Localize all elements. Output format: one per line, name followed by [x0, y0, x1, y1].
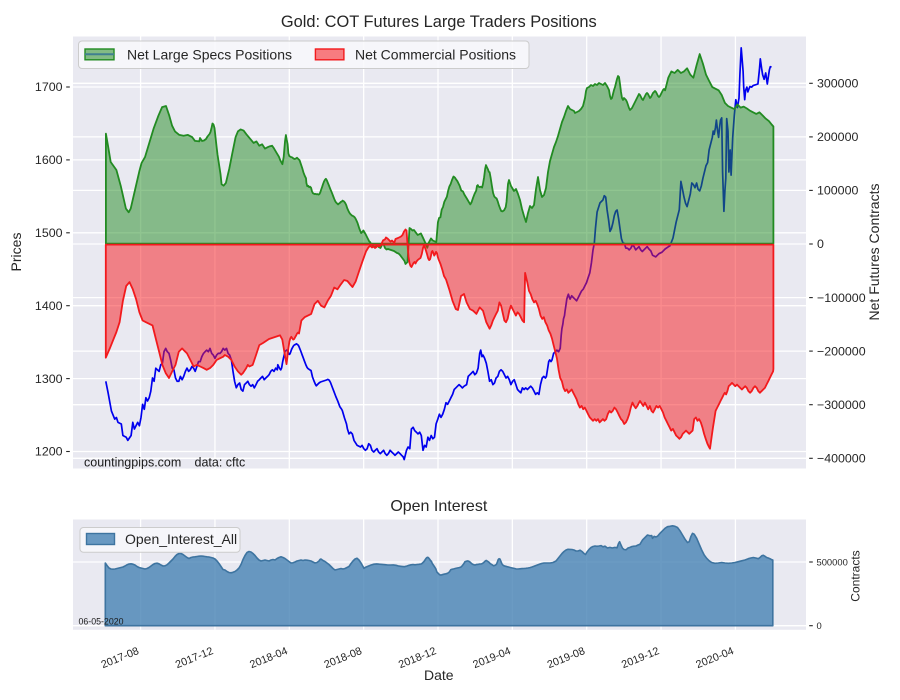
svg-text:Contracts: Contracts: [849, 550, 863, 601]
svg-text:06-05-2020: 06-05-2020: [79, 617, 124, 627]
svg-text:Net Futures Contracts: Net Futures Contracts: [866, 184, 882, 321]
svg-text:0: 0: [817, 237, 824, 251]
svg-text:200000: 200000: [817, 130, 858, 144]
svg-text:Net Commercial Positions: Net Commercial Positions: [355, 47, 516, 63]
svg-text:−300000: −300000: [817, 398, 866, 412]
svg-text:−100000: −100000: [817, 291, 866, 305]
svg-text:Gold: COT Futures Large Trader: Gold: COT Futures Large Traders Position…: [281, 13, 597, 31]
svg-text:1500: 1500: [35, 226, 63, 240]
svg-text:1700: 1700: [35, 80, 63, 94]
svg-text:Date: Date: [424, 667, 454, 683]
svg-text:300000: 300000: [817, 77, 858, 91]
svg-text:500000: 500000: [817, 556, 848, 567]
svg-text:1400: 1400: [35, 299, 63, 313]
svg-text:1300: 1300: [35, 372, 63, 386]
svg-text:Open Interest: Open Interest: [390, 498, 488, 515]
svg-text:countingpips.com: countingpips.com: [84, 456, 181, 470]
svg-text:1200: 1200: [35, 445, 63, 459]
svg-text:−200000: −200000: [817, 344, 866, 358]
svg-text:1600: 1600: [35, 153, 63, 167]
svg-text:100000: 100000: [817, 184, 858, 198]
svg-text:−400000: −400000: [817, 452, 866, 466]
svg-text:data: cftc: data: cftc: [195, 456, 246, 470]
svg-text:Open_Interest_All: Open_Interest_All: [125, 531, 237, 547]
svg-text:0: 0: [817, 620, 822, 631]
svg-text:Net Large Specs Positions: Net Large Specs Positions: [127, 47, 292, 63]
svg-text:Prices: Prices: [8, 233, 24, 272]
